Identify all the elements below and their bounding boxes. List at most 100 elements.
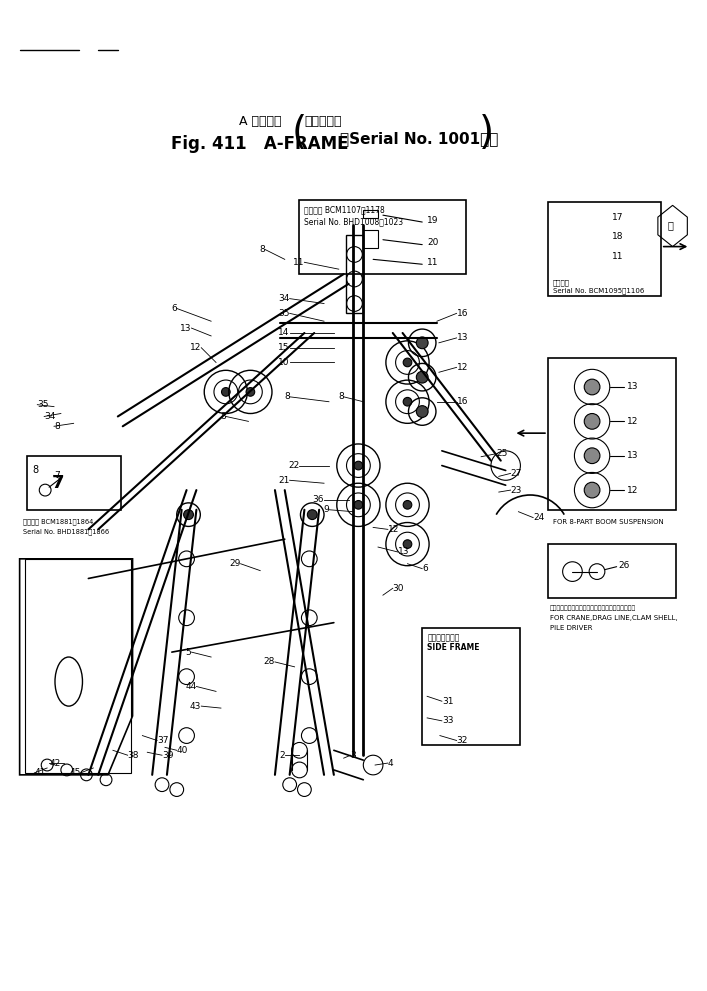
- Text: 8: 8: [259, 245, 265, 254]
- Circle shape: [308, 509, 317, 519]
- Text: 8: 8: [338, 392, 344, 401]
- Text: 26: 26: [619, 561, 630, 570]
- Text: 34: 34: [44, 412, 56, 421]
- Text: 11: 11: [612, 252, 624, 261]
- Text: 37: 37: [157, 736, 168, 745]
- Bar: [548, 202, 661, 295]
- Text: 19: 19: [427, 216, 438, 225]
- Text: 16: 16: [457, 397, 468, 406]
- Text: Serial No. BCM1095～1106: Serial No. BCM1095～1106: [553, 287, 644, 294]
- Text: PILE DRIVER: PILE DRIVER: [550, 624, 592, 630]
- Text: 29: 29: [229, 559, 240, 568]
- Text: 33: 33: [442, 716, 453, 725]
- Text: 8: 8: [54, 422, 60, 431]
- Text: 39: 39: [162, 751, 173, 760]
- Text: 24: 24: [533, 513, 544, 522]
- Text: 41: 41: [35, 768, 46, 777]
- Circle shape: [416, 337, 428, 349]
- Text: ): ): [479, 114, 493, 152]
- Bar: [363, 230, 378, 248]
- Text: 27: 27: [510, 469, 522, 478]
- Text: 23: 23: [510, 486, 522, 495]
- Text: 6: 6: [422, 564, 428, 573]
- Text: 16: 16: [457, 309, 468, 318]
- Text: 6: 6: [171, 304, 177, 313]
- Text: 7: 7: [52, 475, 64, 493]
- Text: 42: 42: [49, 758, 60, 768]
- Text: （適用号機: （適用号機: [305, 115, 342, 129]
- Text: (: (: [292, 114, 307, 152]
- Circle shape: [584, 483, 600, 497]
- Text: FOR CRANE,DRAG LINE,CLAM SHELL,: FOR CRANE,DRAG LINE,CLAM SHELL,: [550, 614, 677, 620]
- Circle shape: [403, 397, 411, 406]
- Text: 13: 13: [180, 324, 192, 333]
- Bar: [25, 559, 131, 773]
- Circle shape: [403, 540, 411, 548]
- Circle shape: [354, 461, 363, 470]
- Text: A フレーム: A フレーム: [239, 115, 281, 129]
- Text: 11: 11: [293, 258, 305, 267]
- Text: 13: 13: [457, 333, 468, 343]
- Text: 9: 9: [323, 505, 329, 514]
- Circle shape: [184, 509, 194, 519]
- Circle shape: [354, 500, 363, 509]
- Bar: [346, 235, 363, 313]
- Text: SIDE FRAME: SIDE FRAME: [427, 643, 479, 652]
- Bar: [548, 358, 676, 509]
- Text: 8: 8: [284, 392, 290, 401]
- Text: クレーンドラグラインクラムシェルドドライバー用: クレーンドラグラインクラムシェルドドライバー用: [550, 606, 636, 610]
- Text: 14: 14: [279, 328, 290, 338]
- Text: 適用号機 BCM1107～1178: 適用号機 BCM1107～1178: [305, 206, 385, 215]
- Text: 13: 13: [626, 451, 638, 460]
- Text: Serial No. BHD1008～1023: Serial No. BHD1008～1023: [305, 218, 404, 227]
- Text: 12: 12: [388, 525, 399, 534]
- Text: 13: 13: [626, 383, 638, 391]
- Text: 12: 12: [190, 343, 201, 352]
- Text: （Serial No. 1001～）: （Serial No. 1001～）: [340, 131, 498, 146]
- Text: 28: 28: [264, 657, 275, 666]
- Text: 22: 22: [288, 461, 300, 470]
- Text: 8: 8: [33, 466, 38, 476]
- Text: 表: 表: [667, 220, 674, 230]
- Text: 35: 35: [37, 400, 49, 409]
- Text: 5: 5: [186, 647, 192, 657]
- Text: 11: 11: [427, 258, 438, 267]
- Text: 15: 15: [278, 343, 290, 352]
- Text: 25: 25: [496, 449, 507, 458]
- Text: 34: 34: [279, 294, 290, 303]
- Text: 12: 12: [457, 363, 468, 372]
- Text: 43: 43: [190, 702, 201, 711]
- Text: 38: 38: [128, 751, 139, 760]
- Circle shape: [221, 387, 230, 396]
- Text: 3: 3: [351, 751, 356, 760]
- Text: 8: 8: [220, 412, 226, 421]
- Text: サイドフレーム: サイドフレーム: [427, 633, 460, 642]
- Text: 18: 18: [612, 232, 624, 241]
- Text: 30: 30: [393, 584, 404, 593]
- Bar: [28, 456, 121, 509]
- Text: 13: 13: [397, 547, 409, 557]
- Bar: [422, 627, 520, 745]
- Bar: [548, 544, 676, 599]
- Text: 20: 20: [427, 238, 438, 247]
- Circle shape: [416, 405, 428, 417]
- Circle shape: [584, 380, 600, 394]
- Text: 12: 12: [626, 417, 638, 426]
- Circle shape: [403, 500, 411, 509]
- Text: 35: 35: [278, 309, 290, 318]
- Text: 適用号機 BCM1881～1864: 適用号機 BCM1881～1864: [23, 518, 93, 525]
- Text: Serial No. BHD1881～1866: Serial No. BHD1881～1866: [23, 528, 109, 534]
- Circle shape: [584, 448, 600, 464]
- Text: 適用号機: 適用号機: [553, 279, 570, 286]
- Text: 7: 7: [54, 471, 60, 480]
- Bar: [363, 210, 378, 218]
- Text: 4: 4: [388, 758, 394, 768]
- Text: 44: 44: [185, 682, 197, 691]
- Text: 21: 21: [279, 476, 290, 485]
- Text: 36: 36: [312, 496, 324, 504]
- Text: 40: 40: [177, 746, 188, 755]
- Circle shape: [416, 372, 428, 384]
- Bar: [300, 200, 467, 275]
- Circle shape: [246, 387, 255, 396]
- Text: FOR 8-PART BOOM SUSPENSION: FOR 8-PART BOOM SUSPENSION: [553, 518, 664, 524]
